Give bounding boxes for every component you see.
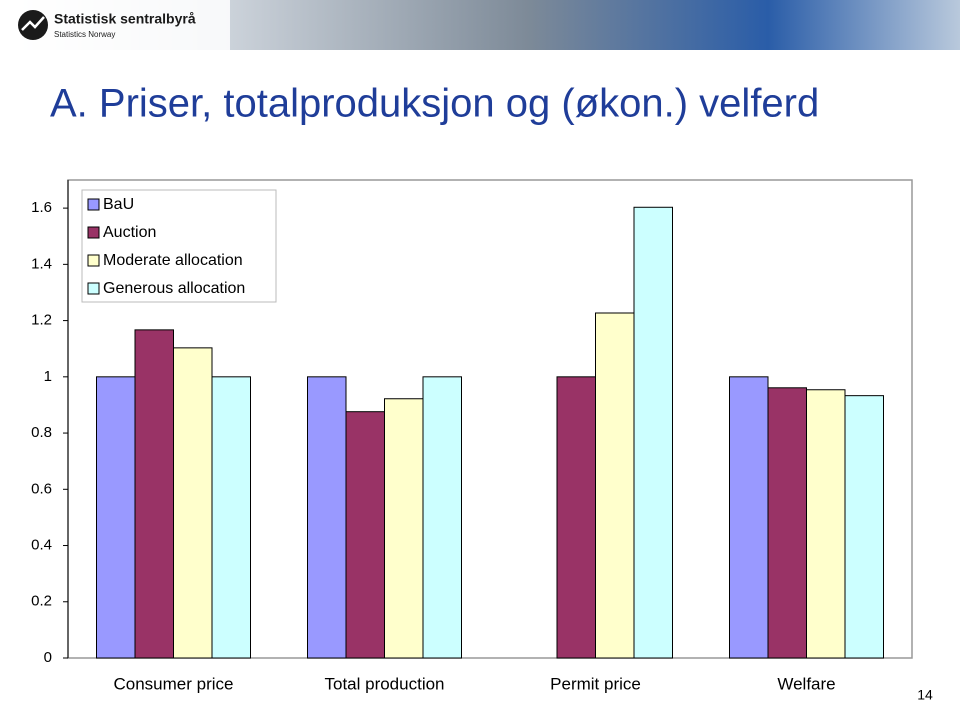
legend-label: Generous allocation [103, 280, 245, 297]
bar [729, 376, 769, 659]
legend-label: BaU [103, 196, 134, 213]
legend-label: Auction [103, 224, 156, 241]
y-tick-label: 1 [44, 368, 52, 385]
legend-box [81, 189, 277, 303]
legend-swatch [87, 226, 100, 239]
legend-label: Moderate allocation [103, 252, 243, 269]
legend-swatch [87, 282, 100, 295]
y-tick-label: 1.2 [31, 312, 52, 329]
logo-sub: Statistics Norway [54, 30, 115, 39]
bar [767, 387, 807, 659]
bar [345, 411, 385, 659]
bar [633, 206, 673, 659]
slide-title: A. Priser, totalproduksjon og (økon.) ve… [50, 82, 819, 126]
logo-mark [21, 16, 45, 31]
page-number: 14 [917, 687, 933, 703]
bar [595, 312, 635, 659]
bar [173, 347, 213, 659]
legend-swatch [87, 198, 100, 211]
y-tick-label: 1.6 [31, 199, 52, 216]
bar [422, 376, 462, 659]
bar [844, 395, 884, 659]
bar [307, 376, 347, 659]
legend-swatch [87, 254, 100, 267]
y-tick-label: 1.4 [31, 255, 52, 272]
x-tick-label: Total production [324, 674, 444, 693]
x-tick-label: Welfare [777, 674, 835, 693]
y-tick-label: 0.6 [31, 480, 52, 497]
x-tick-label: Permit price [550, 674, 641, 693]
bar [806, 389, 846, 659]
y-tick-label: 0.2 [31, 593, 52, 610]
bar [96, 376, 136, 659]
y-tick-label: 0.8 [31, 424, 52, 441]
bar [384, 398, 424, 659]
y-tick-label: 0 [44, 649, 52, 666]
x-tick-label: Consumer price [114, 674, 234, 693]
bar [211, 376, 251, 659]
y-tick-label: 0.4 [31, 536, 52, 553]
logo-name: Statistisk sentralbyrå [54, 11, 196, 27]
bar [134, 329, 174, 659]
bar [556, 376, 596, 659]
